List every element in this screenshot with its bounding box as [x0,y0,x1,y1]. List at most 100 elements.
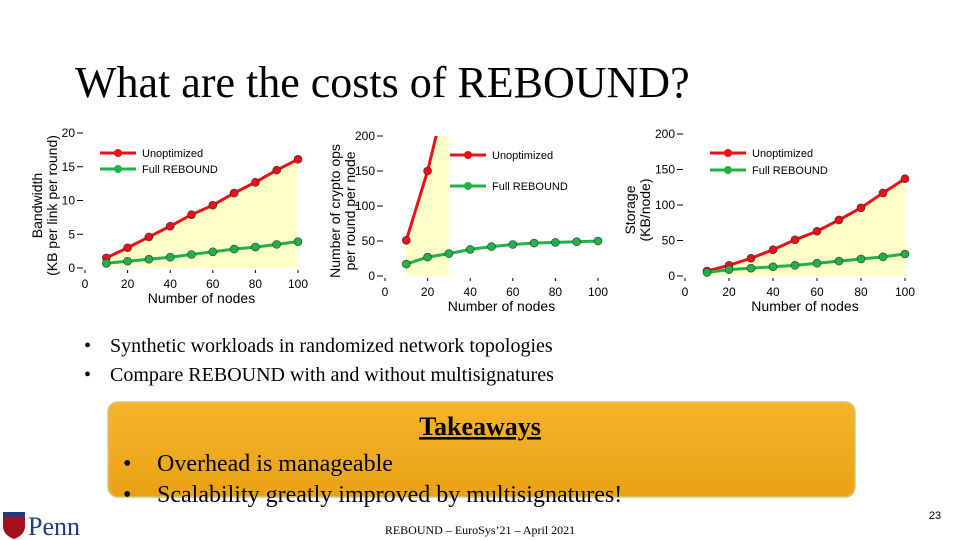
point [856,203,866,213]
y-tick-label: 10 [62,194,76,208]
point [144,232,154,242]
legend-marker [114,165,122,173]
point [465,245,475,254]
point [165,252,175,262]
point [187,250,196,259]
logo-shield [3,512,25,539]
series-line [405,239,599,266]
point [272,240,282,249]
x-tick-label: 100 [895,285,915,299]
point [208,247,218,257]
point [423,252,432,262]
point [746,263,756,273]
y-axis-label: (KB per link per round) [44,135,60,276]
point [900,249,910,259]
takeaway: Overhead is manageable [157,451,393,477]
y-tick-label: 0 [368,269,375,283]
legend-label: Unoptimized [752,148,813,160]
y-tick-label: 100 [355,199,375,213]
logo-band [3,512,25,517]
legend-label: Full REBOUND [752,165,828,177]
legend-label: Unoptimized [142,148,203,160]
x-tick-label: 100 [288,277,308,291]
point [123,256,132,266]
y-tick-label: 200 [655,127,675,141]
series-line [706,252,906,274]
takeaways-heading: Takeaways [419,412,541,441]
y-axis-label: (KB/node) [637,178,653,241]
point [878,188,888,198]
y-tick-label: 150 [355,164,375,178]
x-tick-label: 40 [164,277,178,291]
point [423,166,432,176]
point [768,262,778,272]
point [208,200,218,210]
y-axis-label: per round per node [342,151,358,270]
point [812,258,822,268]
point [856,254,866,264]
point [878,252,888,262]
series-line [106,240,299,265]
x-tick-label: 20 [121,277,135,291]
point [812,226,822,236]
point [834,256,844,266]
legend-label: Full REBOUND [492,181,568,193]
point [144,254,154,264]
x-tick-label: 80 [549,285,563,299]
x-tick-label: 0 [382,285,389,299]
bullet-dot: • [84,335,91,357]
point [229,188,239,198]
x-axis-label: Number of nodes [751,298,858,314]
x-axis-label: Number of nodes [448,298,555,314]
x-tick-label: 0 [82,277,89,291]
point [401,259,411,269]
y-tick-label: 5 [68,227,75,241]
logo: Penn [3,512,80,540]
x-tick-label: 80 [854,285,868,299]
point [768,245,778,255]
takeaway: Scalability greatly improved by multisig… [157,482,622,508]
point [572,237,582,246]
y-tick-label: 15 [62,160,76,174]
footer: REBOUND – EuroSys’21 – April 2021 [385,523,575,537]
point [900,174,910,184]
point [746,253,756,263]
legend-marker [114,149,122,157]
point [551,238,560,247]
point [593,236,603,246]
x-tick-label: 20 [722,285,736,299]
x-tick-label: 0 [682,285,689,299]
legend-marker [724,166,732,174]
takeaways-box [107,401,856,498]
legend-label: Unoptimized [492,150,553,162]
y-tick-label: 50 [662,234,676,248]
point [251,242,260,252]
point [401,236,411,245]
plot [401,136,603,276]
y-tick-label: 0 [68,261,75,275]
x-tick-label: 40 [766,285,780,299]
point [702,268,712,277]
point [834,215,844,225]
point [293,155,303,164]
bullet-dot: • [123,482,131,508]
point [790,261,800,270]
point [102,258,111,268]
point [165,221,175,231]
point [123,243,132,253]
x-axis-label: Number of nodes [148,290,255,306]
point [251,177,260,187]
point [444,249,454,258]
y-tick-label: 100 [655,198,675,212]
y-tick-label: 0 [668,269,675,283]
series-line [706,177,906,273]
legend-marker [724,149,732,157]
chart: Unoptimized Full REBOUND 0 50 100 150 200 0 20 40… [327,129,608,314]
page-number: 23 [929,510,941,522]
slide-title: What are the costs of REBOUND? [75,58,690,107]
x-tick-label: 20 [421,285,435,299]
point [293,237,303,246]
chart: Unoptimized Full REBOUND 0 5 10 15 20 0 20 40 60 80… [29,126,308,306]
point [272,165,282,175]
